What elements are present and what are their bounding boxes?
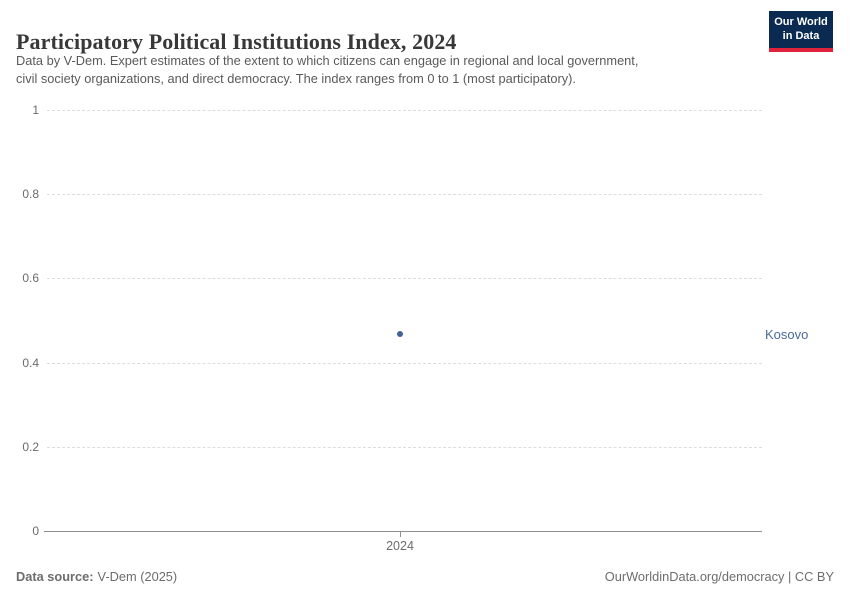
chart-subtitle-line2: civil society organizations, and direct … bbox=[16, 70, 576, 86]
owid-logo-line1: Our World bbox=[774, 16, 828, 28]
y-tick-label-0.4: 0.4 bbox=[22, 356, 39, 370]
owid-logo-redbar bbox=[769, 47, 833, 52]
owid-logo-line2: in Data bbox=[782, 29, 820, 42]
gridline-0.6 bbox=[47, 278, 762, 279]
y-tick-label-0.2: 0.2 bbox=[22, 440, 39, 454]
footer-credit[interactable]: OurWorldinData.org/democracy | CC BY bbox=[604, 569, 834, 584]
chart-subtitle: Data by V-Dem. Expert estimates of the e… bbox=[16, 52, 756, 87]
x-axis-line bbox=[44, 531, 762, 532]
owid-logo: Our World in Data bbox=[769, 11, 833, 52]
footer-source-label: Data source: bbox=[16, 569, 94, 584]
y-tick-label-0.8: 0.8 bbox=[22, 187, 39, 201]
data-point-kosovo[interactable] bbox=[397, 331, 403, 337]
x-axis-tick-2024 bbox=[400, 531, 401, 537]
gridline-0.2 bbox=[47, 447, 762, 448]
gridline-1.0 bbox=[47, 110, 762, 111]
chart-subtitle-line1: Data by V-Dem. Expert estimates of the e… bbox=[16, 53, 639, 68]
y-tick-label-1: 1 bbox=[32, 103, 39, 117]
series-label-kosovo[interactable]: Kosovo bbox=[765, 327, 809, 342]
y-tick-label-0.6: 0.6 bbox=[22, 271, 39, 285]
footer-source-value: V-Dem (2025) bbox=[97, 569, 178, 584]
gridline-0.4 bbox=[47, 363, 762, 364]
y-tick-label-0: 0 bbox=[32, 524, 39, 538]
page-title: Participatory Political Institutions Ind… bbox=[16, 28, 457, 54]
x-tick-label-2024: 2024 bbox=[386, 539, 414, 553]
owid-logo-text: Our World in Data bbox=[769, 11, 833, 48]
footer-source: Data source: V-Dem (2025) bbox=[16, 569, 177, 584]
gridline-0.8 bbox=[47, 194, 762, 195]
